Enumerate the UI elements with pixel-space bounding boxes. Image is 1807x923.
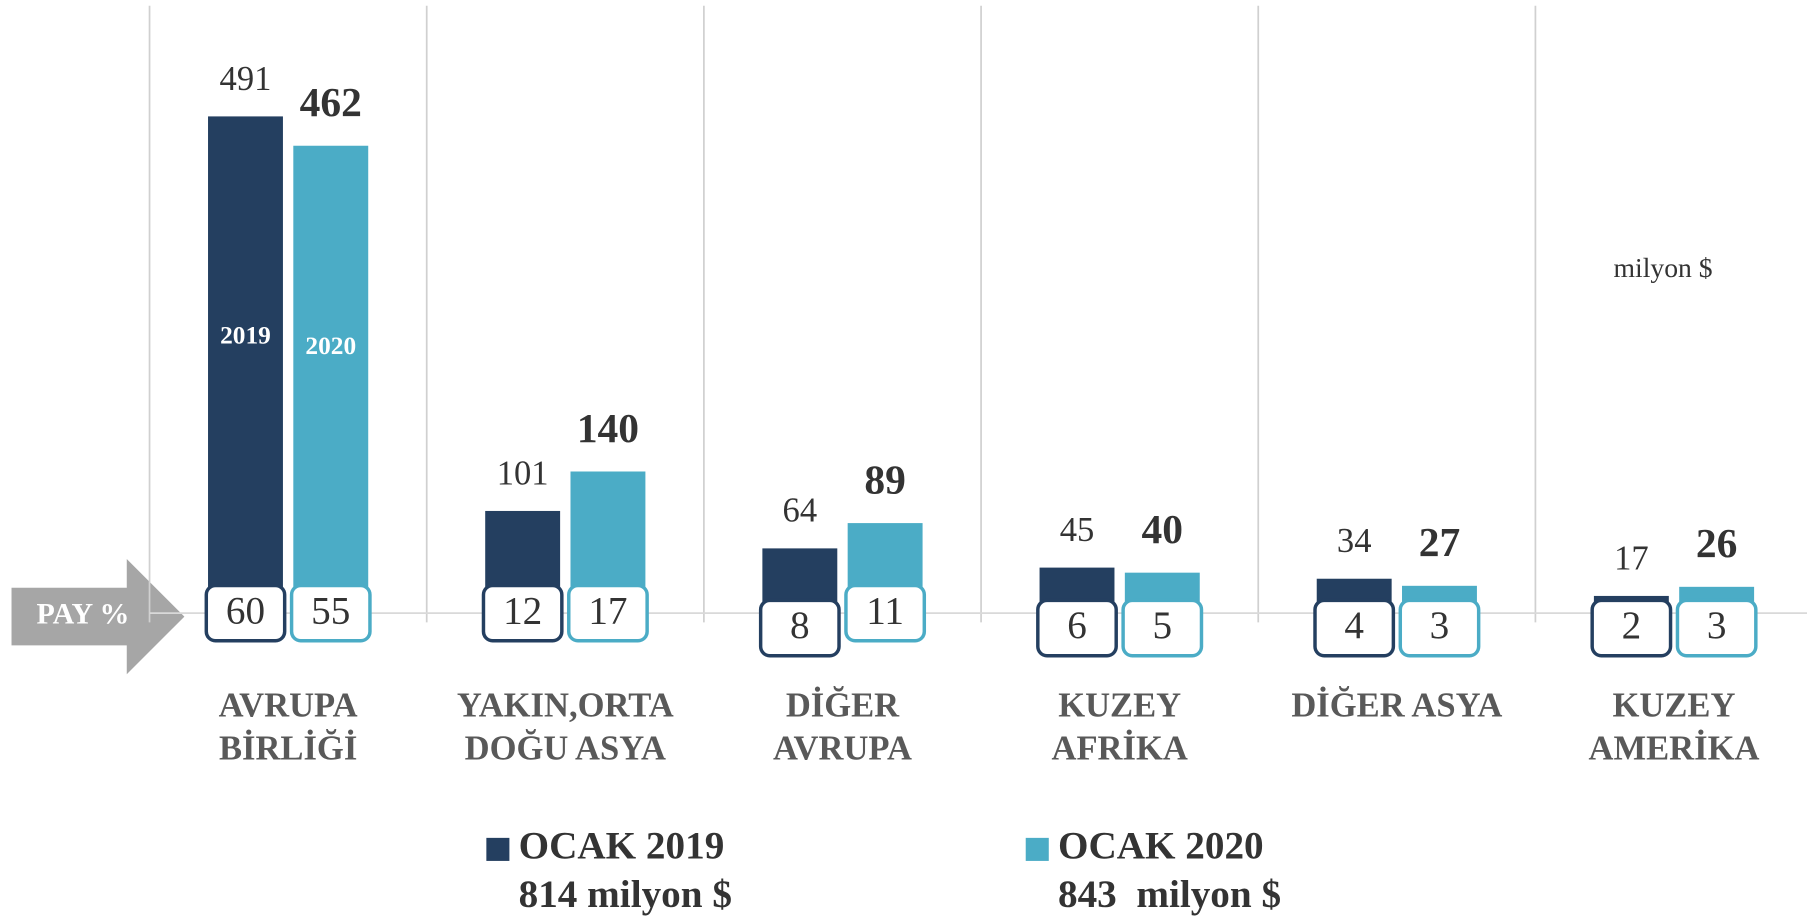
share-box <box>1398 598 1481 658</box>
share-box <box>289 583 372 643</box>
value-label: 34 <box>1337 522 1372 560</box>
category-label: KUZEY <box>1058 687 1181 725</box>
share-label: PAY % <box>37 597 130 630</box>
category-label: BİRLİĞİ <box>219 729 357 767</box>
value-label: 491 <box>220 60 272 98</box>
value-label: 27 <box>1419 519 1460 565</box>
legend-label: OCAK 2020 <box>1058 824 1264 867</box>
share-box <box>844 583 927 643</box>
share-value: 2 <box>1622 604 1642 647</box>
value-label: 40 <box>1142 506 1183 552</box>
category-label: KUZEY <box>1613 687 1736 725</box>
value-label: 462 <box>300 79 362 125</box>
legend-swatch <box>1025 837 1049 861</box>
legend-swatch <box>486 837 510 861</box>
bar-inner-label: 2019 <box>220 321 271 349</box>
category-label: DİĞER <box>786 687 900 725</box>
share-box <box>758 598 841 658</box>
share-box <box>1036 598 1118 658</box>
value-label: 64 <box>783 492 818 530</box>
bar-inner-label: 2020 <box>305 332 356 360</box>
bar <box>293 145 369 614</box>
share-box <box>204 583 287 643</box>
bar <box>208 116 283 614</box>
value-label: 89 <box>864 456 905 502</box>
share-value: 8 <box>790 604 810 647</box>
share-value: 11 <box>866 589 904 632</box>
share-box <box>1675 598 1758 658</box>
value-label: 26 <box>1696 520 1737 566</box>
category-label: AFRİKA <box>1051 729 1187 767</box>
share-box <box>567 583 649 643</box>
value-label: 45 <box>1060 511 1095 549</box>
share-value: 5 <box>1152 604 1172 647</box>
legend-total: 814 milyon $ <box>519 873 732 916</box>
category-label: AMERİKA <box>1589 729 1760 767</box>
share-box <box>1121 598 1204 658</box>
share-box <box>481 583 564 643</box>
category-label: AVRUPA <box>773 729 912 767</box>
share-arrow <box>11 558 185 675</box>
share-value: 55 <box>311 589 350 632</box>
share-box <box>1590 598 1673 658</box>
share-value: 17 <box>588 589 627 632</box>
share-value: 60 <box>226 589 265 632</box>
share-box <box>1313 598 1396 658</box>
category-label: AVRUPA <box>219 687 358 725</box>
legend-total: 843 milyon $ <box>1058 873 1281 916</box>
unit-label: milyon $ <box>1614 252 1713 283</box>
value-label: 17 <box>1614 539 1649 577</box>
share-value: 3 <box>1707 604 1727 647</box>
value-label: 140 <box>577 405 639 451</box>
share-value: 12 <box>503 589 542 632</box>
legend-label: OCAK 2019 <box>519 824 725 867</box>
share-value: 4 <box>1344 604 1364 647</box>
category-label: YAKIN,ORTA <box>457 687 674 725</box>
value-label: 101 <box>497 454 549 492</box>
share-value: 3 <box>1430 604 1450 647</box>
share-value: 6 <box>1067 604 1087 647</box>
category-label: DİĞER ASYA <box>1291 687 1502 725</box>
category-label: DOĞU ASYA <box>465 729 666 767</box>
